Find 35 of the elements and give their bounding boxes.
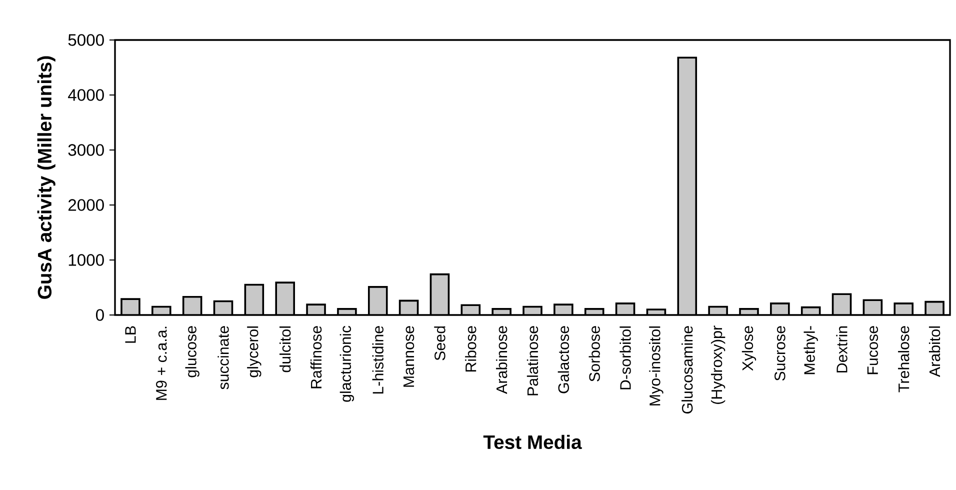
x-tick-label: Sorbose xyxy=(588,326,600,382)
x-tick-label: Fucose xyxy=(867,326,878,374)
y-tick-label: 4000 xyxy=(68,89,104,101)
x-tick-label: Trehalose xyxy=(898,326,910,392)
y-axis-title: GusA activity (Miller units) xyxy=(37,56,56,299)
x-tick-label: D-sorbitol xyxy=(620,326,631,390)
x-tick-label: glacturionic xyxy=(340,326,354,402)
x-tick-label: succinate xyxy=(218,326,229,390)
x-tick-label: Seed xyxy=(434,326,446,360)
x-tick-label: Mannose xyxy=(404,326,414,387)
x-tick-label: glucose xyxy=(185,326,200,378)
x-tick-label: LB xyxy=(125,326,136,343)
x-tick-label: L-histidine xyxy=(372,326,384,394)
x-tick-label: Myo-inositol xyxy=(649,326,664,406)
x-tick-label: M9 + c.a.a. xyxy=(156,326,167,400)
x-tick-label: Arabitol xyxy=(928,326,940,378)
x-tick-label: Palatinose xyxy=(526,326,538,396)
x-tick-label: Sucrose xyxy=(774,326,786,381)
x-tick-label: Ribose xyxy=(465,326,476,372)
x-axis-title: Test Media xyxy=(483,434,582,450)
x-tick-label: (Hydroxy)pr xyxy=(710,326,726,404)
x-tick-label: glycerol xyxy=(247,326,262,378)
y-tick-label: 0 xyxy=(96,309,104,321)
x-tick-label: Raffinose xyxy=(310,326,322,388)
x-tick-label: Xylose xyxy=(742,326,756,371)
x-tick-label: dulcitol xyxy=(280,326,291,372)
y-tick-label: 3000 xyxy=(68,144,104,156)
x-tick-label: Glucosamine xyxy=(682,326,693,414)
y-tick-label: 1000 xyxy=(68,254,104,266)
y-tick-label: 5000 xyxy=(68,34,104,46)
y-tick-label: 2000 xyxy=(68,199,104,211)
x-tick-label: Arabinose xyxy=(496,326,508,394)
x-tick-label: Methyl- xyxy=(804,326,818,374)
x-tick-label: Galactose xyxy=(558,326,570,394)
x-tick-label: Dextrin xyxy=(836,326,848,372)
